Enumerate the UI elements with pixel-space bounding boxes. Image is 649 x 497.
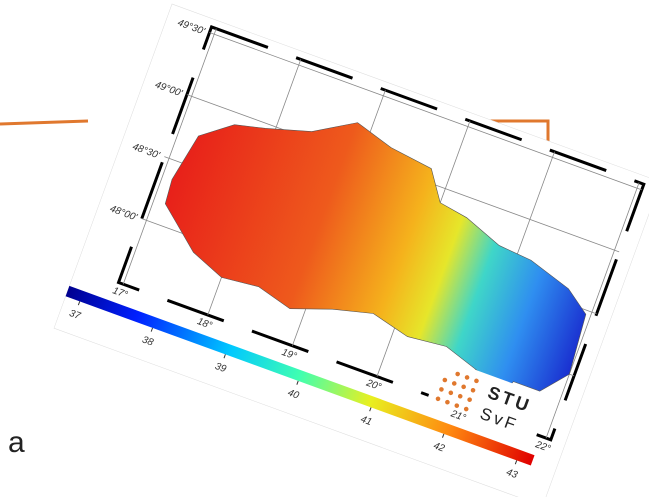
logo-box bbox=[423, 357, 551, 449]
logo-dot bbox=[470, 387, 476, 393]
logo-dot bbox=[467, 397, 472, 402]
logo-dot bbox=[439, 387, 444, 392]
logo-dot bbox=[445, 399, 450, 405]
logo-dot bbox=[461, 384, 466, 390]
grid-line bbox=[545, 182, 640, 439]
logo-dot bbox=[451, 381, 457, 386]
logo-dot bbox=[464, 375, 470, 380]
colorbar-label: 37 bbox=[68, 308, 83, 322]
logo-dot bbox=[457, 393, 463, 399]
map-card: STU SvF 49°30'49°00'48°30'48°00'17°18°19… bbox=[53, 3, 649, 497]
logo-dot bbox=[463, 406, 469, 412]
logo-dot bbox=[455, 371, 460, 377]
lon-label: 20° bbox=[364, 377, 383, 393]
colorbar-label: 38 bbox=[140, 334, 155, 348]
lon-label: 17° bbox=[111, 285, 129, 301]
lon-label: 18° bbox=[196, 316, 214, 332]
colorbar-label: 41 bbox=[359, 414, 373, 428]
caption: a bbox=[8, 426, 25, 459]
grid-line bbox=[122, 28, 217, 285]
slovakia bbox=[164, 122, 587, 402]
logo-dot bbox=[454, 403, 460, 408]
colorbar-label: 39 bbox=[213, 361, 228, 375]
colorbar-tick bbox=[442, 433, 445, 438]
colorbar-tick bbox=[369, 407, 372, 412]
colorbar-tick bbox=[514, 460, 518, 465]
lon-label: 19° bbox=[280, 347, 298, 363]
colorbar-tick bbox=[150, 327, 154, 332]
lon-label: 21° bbox=[448, 408, 467, 424]
lon-label: 22° bbox=[533, 439, 552, 455]
grid-line bbox=[209, 32, 642, 191]
colorbar bbox=[65, 285, 535, 466]
logo-dot bbox=[448, 390, 454, 396]
map-frame bbox=[116, 24, 646, 442]
colorbar-label: 42 bbox=[432, 440, 447, 454]
colorbar-label: 40 bbox=[286, 387, 301, 401]
colorbar-label: 43 bbox=[505, 467, 520, 481]
colorbar-tick bbox=[223, 354, 226, 359]
colorbar-tick bbox=[77, 301, 81, 306]
colorbar-tick bbox=[296, 380, 299, 385]
logo-dot bbox=[474, 378, 479, 384]
logo-dot bbox=[442, 377, 448, 383]
logo-dot bbox=[435, 396, 441, 402]
